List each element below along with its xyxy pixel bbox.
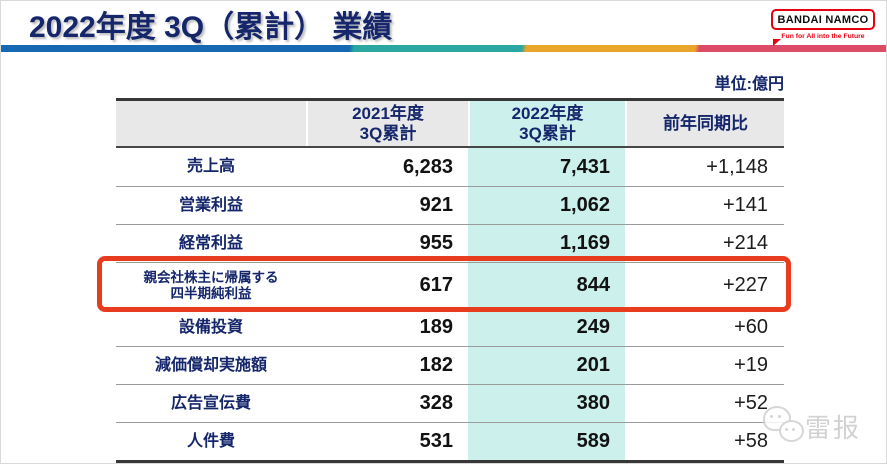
row-label: 営業利益 <box>116 186 306 224</box>
header-fy2021: 2021年度 3Q累計 <box>306 101 468 146</box>
logo-speech-tail-icon <box>773 39 781 46</box>
table-header-row: 2021年度 3Q累計 2022年度 3Q累計 前年同期比 <box>116 101 784 148</box>
chat-bubbles-icon <box>763 404 805 448</box>
value-fy2022: 380 <box>468 384 625 422</box>
row-label: 人件費 <box>116 422 306 460</box>
value-fy2021: 328 <box>306 384 468 422</box>
table-row: 営業利益 921 1,062 +141 <box>116 186 784 224</box>
value-fy2021: 921 <box>306 186 468 224</box>
value-yoy: +60 <box>625 308 784 346</box>
accent-color-bar <box>1 45 886 52</box>
watermark-text: 雷报 <box>805 412 862 443</box>
table-row: 売上高 6,283 7,431 +1,148 <box>116 148 784 186</box>
value-yoy: +58 <box>625 422 784 460</box>
value-fy2021: 955 <box>306 224 468 262</box>
logo-tagline: Fun for All into the Future <box>781 33 865 40</box>
table-row: 人件費 531 589 +58 <box>116 422 784 460</box>
row-label: 減価償却実施額 <box>116 346 306 384</box>
page-title: 2022年度 3Q（累計） 業績 <box>29 11 393 44</box>
value-yoy: +19 <box>625 346 784 384</box>
results-table: 2021年度 3Q累計 2022年度 3Q累計 前年同期比 売上高 6,283 7,… <box>97 98 791 463</box>
results-table-rows: 売上高 6,283 7,431 +1,148 営業利益 921 1,062 +141 経常利益 9… <box>116 148 784 460</box>
value-fy2022: 201 <box>468 346 625 384</box>
header-blank <box>116 101 306 146</box>
table-row: 経常利益 955 1,169 +214 <box>116 224 784 262</box>
value-yoy: +214 <box>625 224 784 262</box>
company-logo: BANDAI NAMCO Fun for All into the Future <box>767 9 879 46</box>
value-yoy: +141 <box>625 186 784 224</box>
value-yoy: +1,148 <box>706 155 768 178</box>
table-row: 設備投資 189 249 +60 <box>116 308 784 346</box>
logo-wordmark: BANDAI NAMCO <box>770 9 876 30</box>
value-yoy: +52 <box>625 384 784 422</box>
watermark: 雷报 <box>763 404 861 448</box>
value-fy2022: 7,431 <box>468 148 625 186</box>
value-fy2022: 589 <box>468 422 625 460</box>
table-row: 減価償却実施額 182 201 +19 <box>116 346 784 384</box>
row-label: 親会社株主に帰属する 四半期純利益 <box>116 262 306 308</box>
value-fy2021: 189 <box>306 308 468 346</box>
row-label: 経常利益 <box>116 224 306 262</box>
header-fy2022: 2022年度 3Q累計 <box>468 101 625 146</box>
row-label: 広告宣伝費 <box>116 384 306 422</box>
value-fy2022: 1,169 <box>468 224 625 262</box>
value-fy2022: 844 <box>468 262 625 308</box>
value-fy2022: 249 <box>468 308 625 346</box>
unit-label: 単位:億円 <box>714 76 784 93</box>
table-row: 広告宣伝費 328 380 +52 <box>116 384 784 422</box>
row-label: 設備投資 <box>116 308 306 346</box>
value-fy2022: 1,062 <box>468 186 625 224</box>
row-label: 売上高 <box>186 158 235 176</box>
value-fy2021: 6,283 <box>402 155 453 178</box>
value-fy2021: 531 <box>306 422 468 460</box>
table-row: 親会社株主に帰属する 四半期純利益 617 844 +227 <box>116 262 784 308</box>
header-yoy: 前年同期比 <box>625 101 784 146</box>
value-yoy: +227 <box>625 262 784 308</box>
value-fy2021: 617 <box>306 262 468 308</box>
value-fy2021: 182 <box>306 346 468 384</box>
